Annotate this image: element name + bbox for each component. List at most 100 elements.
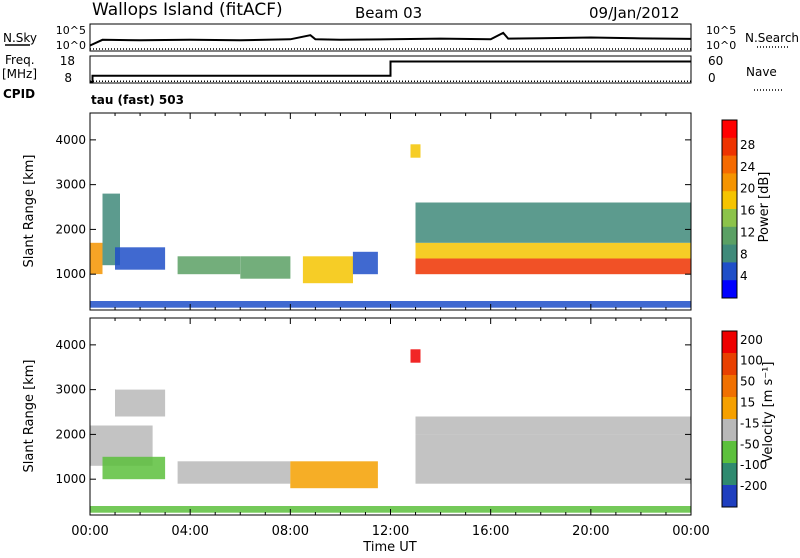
time-tick-label-0: 00:00 [71, 524, 108, 539]
power-colorbar-swatch-1 [722, 137, 737, 157]
noise-right-tick-bottom: 10^0 [706, 39, 736, 52]
velocity-colorbar-tick-label-5: -50 [740, 437, 760, 451]
noise-left-tick-bottom: 10^0 [56, 39, 86, 52]
power-colorbar-tick-label-0: 28 [740, 138, 755, 152]
echo-band-8 [415, 258, 691, 275]
power-colorbar-tick-label-6: 4 [740, 269, 748, 283]
velocity-colorbar-swatch-4 [722, 419, 737, 442]
echo-band-7 [410, 144, 421, 158]
time-tick-label-2: 08:00 [272, 524, 309, 539]
echo-band-5 [302, 256, 353, 284]
y-tick-label-1: 2000 [55, 427, 86, 441]
power-colorbar-label: Power [dB] [757, 172, 772, 243]
freq-label: Freq. [5, 53, 35, 67]
power-axes: 1000 2000 3000 4000 [55, 113, 692, 310]
power-colorbar-tick-label-1: 24 [740, 160, 755, 174]
echo-band-2 [115, 389, 166, 417]
power-colorbar-swatch-5 [722, 209, 737, 228]
freq-panel-frame [89, 55, 692, 84]
power-colorbar-tick-label-4: 12 [740, 225, 755, 239]
y-tick-label-2: 3000 [55, 383, 86, 397]
power-colorbar-tick-label-3: 16 [740, 204, 755, 218]
freq-traces [90, 60, 691, 83]
velocity-colorbar-frame [721, 330, 738, 508]
echo-band-9 [415, 242, 691, 259]
noise-left-tick-top: 10^5 [56, 24, 86, 37]
velocity-colorbar-swatch-0 [722, 331, 737, 354]
echo-band-0 [90, 242, 103, 275]
freq-trace-freq- [90, 60, 691, 83]
echo-band-4 [290, 461, 378, 489]
power-colorbar-swatch-8 [722, 262, 737, 281]
velocity-colorbar-tick-label-0: 200 [740, 333, 763, 347]
power-colorbar-swatch-7 [722, 244, 737, 263]
echo-band-7 [415, 416, 691, 435]
time-axis: 00:00 04:00 08:00 12:00 16:00 20:00 00:00 [71, 524, 709, 539]
power-colorbar-frame [721, 119, 738, 299]
nave-label: Nave [746, 65, 777, 79]
power-colorbar-swatch-0 [722, 120, 737, 139]
power-colorbar-tick-label-2: 20 [740, 182, 755, 196]
power-y-axis-label: Slant Range [km] [22, 155, 37, 268]
y-tick-label-3: 4000 [55, 133, 86, 147]
y-tick-label-2: 3000 [55, 178, 86, 192]
nsearch-label: N.Search [745, 31, 799, 45]
echo-band-6 [352, 251, 378, 275]
nsky-label: N.Sky [3, 31, 37, 45]
power-colorbar-swatch-2 [722, 155, 737, 174]
time-axis-label: Time UT [362, 540, 416, 554]
velocity-echoes [90, 349, 691, 513]
velocity-colorbar-swatch-5 [722, 441, 737, 464]
velocity-colorbar-swatch-7 [722, 485, 737, 508]
velocity-colorbar-swatch-3 [722, 397, 737, 420]
power-echoes [90, 144, 691, 308]
y-tick-label-0: 1000 [55, 472, 86, 486]
y-tick-label-1: 2000 [55, 222, 86, 236]
echo-band-1 [102, 456, 166, 480]
date-title: 09/Jan/2012 [589, 4, 680, 22]
freq-right-tick-top: 60 [708, 54, 723, 68]
freq-left-tick-top: 18 [60, 54, 75, 68]
cpid-value: tau (fast) 503 [91, 93, 184, 107]
velocity-colorbar-tick-label-3: 15 [740, 396, 755, 410]
station-title: Wallops Island (fitACF) [92, 0, 283, 20]
velocity-colorbar-tick-label-7: -200 [740, 479, 767, 493]
time-tick-label-4: 16:00 [472, 524, 509, 539]
velocity-colorbar-tick-label-1: 100 [740, 354, 763, 368]
velocity-axes: 1000 2000 3000 4000 [55, 318, 692, 515]
echo-band-3 [177, 256, 241, 275]
velocity-colorbar-tick-label-4: -15 [740, 416, 760, 430]
velocity-colorbar-label: Velocity [m s⁻¹] [761, 362, 776, 463]
echo-band-3 [177, 461, 291, 484]
echo-band-10 [415, 202, 691, 243]
velocity-colorbar-swatch-1 [722, 353, 737, 376]
echo-band-5 [410, 349, 421, 363]
echo-band-6 [415, 434, 691, 484]
velocity-colorbar-swatch-2 [722, 375, 737, 398]
power-colorbar-swatch-9 [722, 280, 737, 299]
noise-panel-frame [89, 23, 692, 52]
power-colorbar-swatch-6 [722, 226, 737, 246]
y-tick-label-3: 4000 [55, 338, 86, 352]
echo-band-4 [240, 256, 291, 279]
power-colorbar-tick-label-5: 8 [740, 247, 748, 261]
y-tick-label-0: 1000 [55, 267, 86, 281]
freq-left-tick-bottom: 8 [64, 71, 72, 85]
velocity-colorbar-swatch-6 [722, 463, 737, 486]
velocity-y-axis-label: Slant Range [km] [22, 360, 37, 473]
beam-title: Beam 03 [355, 4, 422, 22]
velocity-colorbar: 200 100 50 15 -15 -50 -100 -200 [721, 330, 767, 508]
noise-trace-n-sky [89, 31, 692, 47]
power-colorbar-swatch-4 [722, 191, 737, 210]
freq-unit-label: [MHz] [2, 67, 37, 81]
velocity-colorbar-tick-label-2: 50 [740, 375, 755, 389]
noise-right-tick-top: 10^5 [706, 24, 736, 37]
echo-band-2 [115, 247, 166, 270]
cpid-label: CPID [3, 87, 35, 101]
power-colorbar-swatch-3 [722, 173, 737, 192]
freq-right-tick-bottom: 0 [708, 71, 716, 85]
time-tick-label-6: 00:00 [672, 524, 709, 539]
time-tick-label-3: 12:00 [372, 524, 409, 539]
